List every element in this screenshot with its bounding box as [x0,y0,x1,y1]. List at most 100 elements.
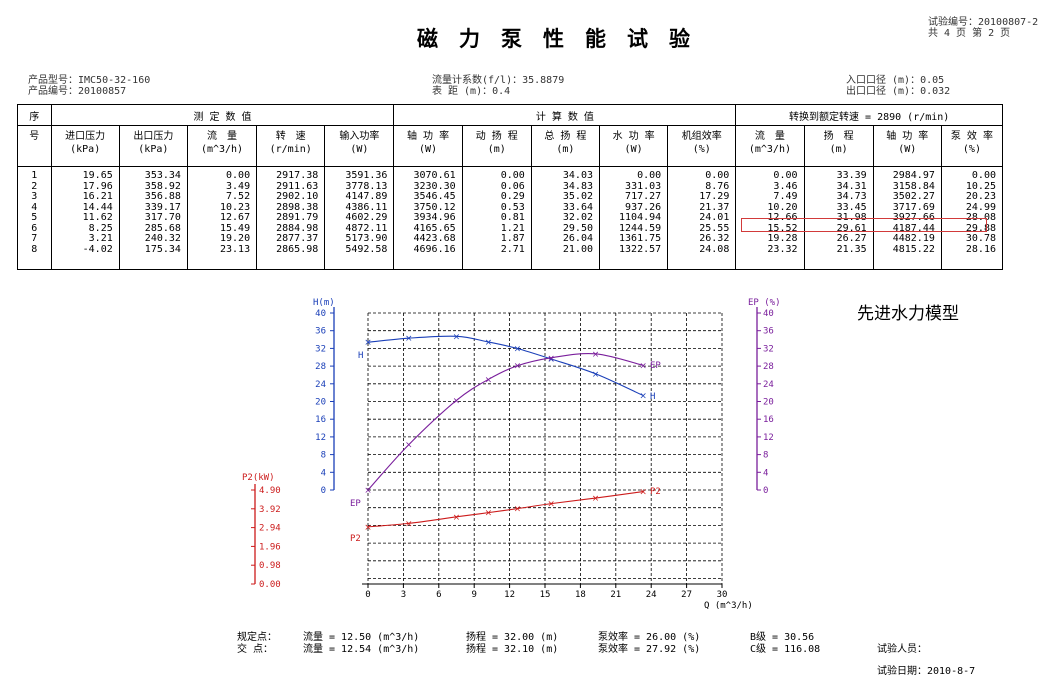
x-tick-label: 0 [365,590,370,600]
series-line-EP [367,352,644,491]
table-cell: 317.70 [144,212,181,223]
h-tick-label: 32 [315,344,326,354]
table-cell: 19.65 [82,170,113,181]
table-cell: 8 [31,243,38,255]
data-point-H: × [485,338,493,348]
table-cell: 17.96 [82,180,113,192]
table-cell: 331.03 [625,180,662,192]
data-point-H: × [453,332,461,342]
data-point-EP: × [547,354,555,364]
performance-table: 序 测 定 数 值 计 算 数 值 转换到额定转速 = 2890 (r/min)… [17,104,1004,270]
data-point-H: × [514,344,522,354]
table-cell: 23.32 [767,243,798,255]
table-cell: 3158.84 [892,180,935,192]
table-cell: 10.23 [220,201,251,213]
data-point-P2: × [547,500,555,510]
ep-tick-label: 40 [763,309,774,319]
table-cell: 17.29 [699,191,730,202]
table-column: 2917.38 2911.63 2902.10 2898.38 2891.79 2884.… [256,166,326,270]
seq-header-2: 号 [17,125,52,167]
column-header: 轴 功 率 (W) [872,125,942,167]
p2-curve-label-left: P2 [350,534,361,544]
ep-tick-label: 24 [763,380,774,390]
table-cell: 0.81 [500,212,525,223]
p2-tick-label: 1.96 [259,542,281,552]
page-title: 磁力泵性能试验 [417,26,711,51]
table-cell: 5492.58 [345,243,388,255]
tester-label: 试验人员： [877,644,927,655]
table-cell: 21.37 [699,201,730,213]
data-point-H: × [405,334,413,344]
table-cell: 3230.30 [413,180,456,192]
table-cell: 5 [31,212,38,223]
table-cell: 353.34 [144,170,181,181]
table-cell: 7.49 [773,191,798,202]
ep-curve-label-left: EP [350,499,361,509]
table-cell: 2898.38 [276,201,319,213]
table-cell: 25.55 [699,222,730,234]
ep-tick-label: 0 [763,486,768,496]
spec-flow: 流量 = 12.50 (m^3/h) [303,632,420,643]
x-tick-label: 3 [401,590,406,600]
x-tick-label: 27 [681,590,692,600]
table-cell: 0.00 [637,170,662,181]
outlet-diameter: 出口口径 (m)：0.032 [846,86,951,97]
table-cell: 23.13 [220,243,251,255]
table-cell: 8.76 [705,180,730,192]
cross-flow: 流量 = 12.54 (m^3/h) [303,644,420,655]
data-point-H: × [639,392,647,402]
table-cell: 34.83 [562,180,593,192]
table-cell: 0.06 [500,180,525,192]
table-cell: 26.04 [562,233,593,244]
data-point-EP: × [485,375,493,385]
column-header: 泵 效 率 (%) [940,125,1004,167]
table-cell: 3 [31,191,38,202]
table-cell: 26.32 [699,233,730,244]
table-cell: 21.35 [836,243,867,255]
table-cell: 21.00 [562,243,593,255]
table-cell: 0.00 [971,170,996,181]
column-header: 扬 程 (m) [803,125,874,167]
cross-head: 扬程 = 32.10 (m) [466,644,559,655]
table-cell: 8.25 [88,222,113,234]
table-cell: 1244.59 [619,222,662,234]
table-cell: 0.00 [773,170,798,181]
column-header: 机组效率 (%) [667,125,737,167]
table-cell: 4165.65 [413,222,456,234]
ep-tick-label: 32 [763,344,774,354]
series-line-P2 [367,490,644,528]
table-cell: 2917.38 [276,170,319,181]
table-cell: 33.45 [836,201,867,213]
table-cell: 0.00 [500,170,525,181]
table-cell: 4696.16 [413,243,456,255]
table-cell: 1.87 [500,233,525,244]
data-point-P2: × [485,509,493,519]
table-cell: 3778.13 [345,180,388,192]
data-point-P2: × [639,488,647,498]
spec-point-label: 规定点： [237,632,277,643]
table-column: 0.00 8.76 17.29 21.37 24.01 25.55 26.32 24.08 [667,166,737,270]
table-cell: 10.25 [965,180,996,192]
table-cell: 2891.79 [276,212,319,223]
page-count: 共 4 页 第 2 页 [928,28,1011,39]
test-number: 试验编号：20100807-2 [928,17,1039,28]
table-cell: 1361.75 [619,233,662,244]
data-point-P2: × [364,523,372,533]
table-cell: 3934.96 [413,212,456,223]
table-cell: -4.02 [82,243,113,255]
table-cell: 24.08 [699,243,730,255]
h-curve-label-right: H [650,392,655,402]
table-cell: 2984.97 [892,170,935,181]
table-cell: 0.00 [226,170,251,181]
cross-point-label: 交 点： [237,644,274,655]
h-tick-label: 16 [315,415,326,425]
table-cell: 2877.37 [276,233,319,244]
meter-distance: 表 距 (m)：0.4 [432,86,511,97]
column-header: 流 量 (m^3/h) [186,125,258,167]
ep-tick-label: 20 [763,398,774,408]
p2-axis-label: P2(kW) [242,473,275,483]
table-cell: 4147.89 [345,191,388,202]
table-cell: 33.64 [562,201,593,213]
table-cell: 2884.98 [276,222,319,234]
